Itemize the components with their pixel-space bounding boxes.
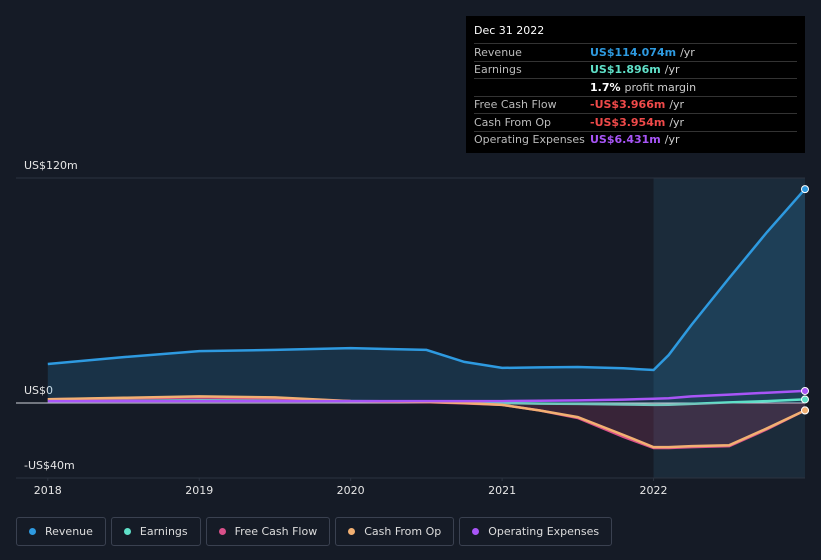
tooltip-row: Free Cash Flow -US$3.966m/yr — [474, 95, 797, 114]
series-line — [47, 395, 806, 449]
legend-label: Earnings — [139, 525, 188, 538]
tooltip-unit: /yr — [680, 45, 695, 59]
series-area — [47, 189, 806, 403]
legend-swatch — [348, 528, 356, 535]
legend-label: Revenue — [45, 525, 93, 538]
tooltip-value: US$6.431m — [590, 133, 661, 147]
tooltip-value: 1.7% — [590, 80, 621, 94]
highlight-band — [653, 178, 805, 478]
legend-item[interactable]: Cash From Op — [335, 517, 455, 546]
legend: Revenue Earnings Free Cash Flow Cash From O… — [16, 517, 613, 546]
tooltip-row: Cash From Op -US$3.954m/yr — [474, 113, 797, 131]
tooltip-value: -US$3.954m — [590, 115, 666, 129]
legend-swatch — [123, 528, 131, 535]
tooltip-label: Earnings — [474, 63, 522, 77]
tooltip-row: Operating Expenses US$6.431m/yr — [474, 130, 797, 149]
legend-item[interactable]: Revenue — [16, 517, 106, 546]
y-tick-label: -US$40m — [24, 459, 75, 472]
tooltip-row: Earnings US$1.896m/yr — [474, 60, 797, 79]
tooltip-value: US$114.074m — [590, 45, 677, 59]
legend-item[interactable]: Operating Expenses — [459, 517, 613, 546]
x-tick-label: 2022 — [640, 484, 668, 497]
legend-label: Cash From Op — [364, 525, 442, 538]
tooltip-value: US$1.896m — [590, 63, 661, 77]
end-point — [801, 386, 809, 395]
x-tick-label: 2019 — [185, 484, 213, 497]
tooltip-label: Revenue — [474, 45, 522, 59]
tooltip-unit: profit margin — [624, 80, 697, 94]
end-point — [801, 185, 809, 194]
x-tick-label: 2018 — [34, 484, 62, 497]
legend-label: Free Cash Flow — [234, 525, 318, 538]
legend-swatch — [472, 528, 480, 535]
end-point — [801, 406, 809, 415]
tooltip-row: 1.7% profit margin — [474, 78, 797, 96]
x-tick-label: 2020 — [337, 484, 365, 497]
series-line — [47, 389, 806, 403]
series-area — [47, 397, 806, 448]
tooltip: Dec 31 2022 Revenue US$114.074m/yr Earning… — [466, 16, 805, 153]
tooltip-label: Cash From Op — [474, 115, 552, 129]
end-point — [801, 395, 809, 404]
tooltip-unit: /yr — [669, 115, 685, 129]
tooltip-unit: /yr — [664, 63, 680, 77]
series-line — [47, 188, 806, 372]
legend-swatch — [29, 528, 36, 535]
tooltip-unit: /yr — [669, 98, 685, 112]
legend-item[interactable]: Free Cash Flow — [205, 517, 331, 546]
tooltip-unit: /yr — [664, 133, 680, 147]
tooltip-label: Operating Expenses — [474, 133, 585, 147]
legend-swatch — [218, 528, 226, 535]
y-tick-label: US$0 — [24, 384, 53, 397]
tooltip-row: Revenue US$114.074m/yr — [474, 43, 797, 61]
tooltip-date: Dec 31 2022 — [474, 24, 545, 37]
x-tick-label: 2021 — [488, 484, 516, 497]
legend-item[interactable]: Earnings — [110, 517, 201, 546]
tooltip-value: -US$3.966m — [590, 98, 666, 112]
y-tick-label: US$120m — [24, 159, 78, 172]
tooltip-label: Free Cash Flow — [474, 98, 557, 112]
legend-label: Operating Expenses — [488, 525, 600, 538]
